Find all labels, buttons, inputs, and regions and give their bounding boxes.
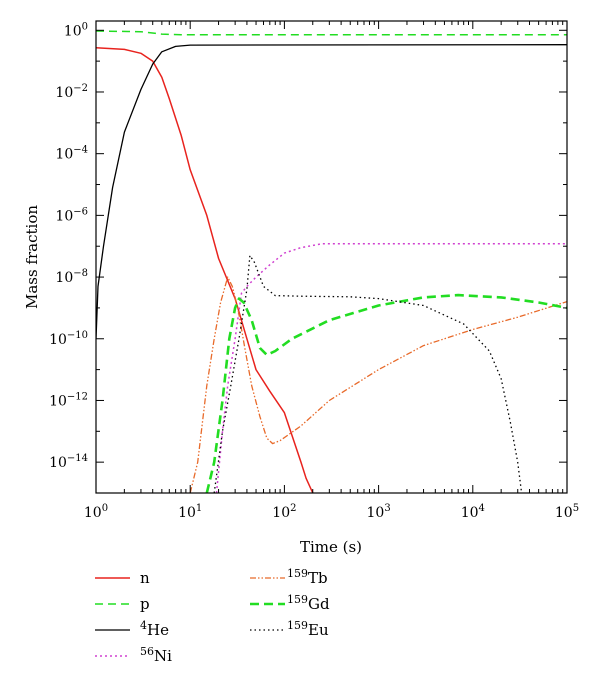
series-line-gd159 (205, 293, 567, 493)
legend-label-ni56: 56Ni (140, 645, 172, 665)
x-tick-label: 101 (178, 503, 202, 521)
x-tick-label: 105 (555, 503, 579, 521)
x-tick-label: 104 (461, 503, 485, 521)
legend: np 4He 56Ni 159Tb 159Gd 159Eu (95, 567, 330, 665)
series-line-ni56 (215, 243, 567, 493)
x-tick-label: 103 (366, 503, 390, 521)
y-tick-label: 10−8 (55, 268, 88, 286)
y-tick-label: 10−12 (49, 391, 88, 409)
y-tick-label: 10−14 (49, 453, 88, 471)
y-tick-label: 10−4 (55, 145, 88, 163)
legend-label-tb159: 159Tb (287, 567, 328, 587)
legend-label-p: p (140, 595, 150, 613)
series-line-tb159 (189, 276, 567, 493)
series-line-n (96, 47, 314, 493)
series-line-he4 (96, 44, 567, 339)
y-tick-label: 10−6 (55, 206, 88, 224)
y-tick-label: 100 (64, 21, 88, 39)
x-axis-title: Time (s) (300, 538, 362, 556)
legend-label-eu159: 159Eu (287, 619, 329, 639)
legend-label-he4: 4He (140, 619, 169, 639)
plot-frame (95, 20, 568, 494)
series-line-eu159 (213, 254, 523, 493)
legend-label-n: n (140, 569, 150, 587)
series-line-p (96, 30, 567, 36)
y-tick-label: 10−2 (55, 83, 88, 101)
x-tick-label: 100 (84, 503, 108, 521)
x-tick-label: 102 (272, 503, 296, 521)
y-axis-title: Mass fraction (23, 205, 41, 309)
legend-label-gd159: 159Gd (287, 593, 330, 613)
y-tick-label: 10−10 (49, 330, 88, 348)
